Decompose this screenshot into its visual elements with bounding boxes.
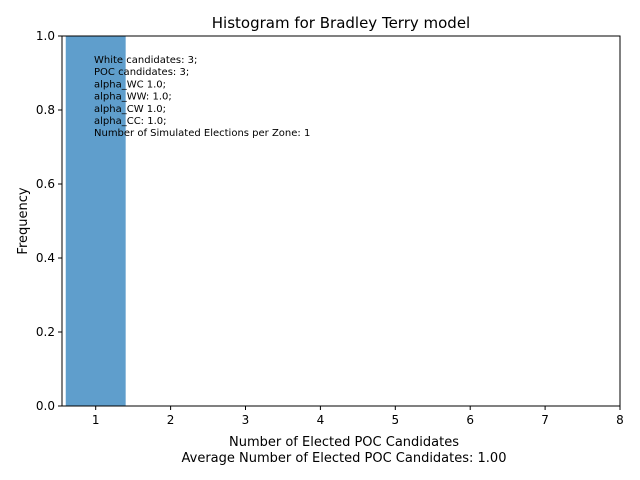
annotation-line: alpha_WW: 1.0; bbox=[94, 92, 172, 103]
x-tick-label: 1 bbox=[92, 413, 100, 427]
annotation-line: Number of Simulated Elections per Zone: … bbox=[94, 128, 310, 139]
x-axis-sublabel: Average Number of Elected POC Candidates… bbox=[182, 451, 507, 466]
annotation-line: alpha_WC 1.0; bbox=[94, 79, 166, 90]
annotation-line: alpha_CC: 1.0; bbox=[94, 116, 167, 127]
chart-title: Histogram for Bradley Terry model bbox=[212, 14, 470, 32]
annotation-line: White candidates: 3; bbox=[94, 55, 197, 66]
histogram-bar-0 bbox=[65, 36, 126, 406]
y-tick-label: 0.6 bbox=[36, 177, 55, 191]
x-tick-label: 4 bbox=[317, 413, 325, 427]
x-axis-label: Number of Elected POC Candidates bbox=[229, 435, 459, 450]
x-tick-label: 2 bbox=[167, 413, 175, 427]
x-axis-ticks: 1 2 3 4 5 6 7 8 bbox=[92, 406, 624, 427]
annotation-line: POC candidates: 3; bbox=[94, 67, 189, 78]
y-tick-label: 0.4 bbox=[36, 251, 55, 265]
x-tick-label: 5 bbox=[391, 413, 399, 427]
y-tick-label: 0.8 bbox=[36, 103, 55, 117]
x-tick-label: 3 bbox=[242, 413, 250, 427]
x-tick-label: 8 bbox=[616, 413, 624, 427]
x-tick-label: 6 bbox=[466, 413, 474, 427]
y-tick-label: 0.0 bbox=[36, 399, 55, 413]
bars-group bbox=[65, 36, 126, 406]
y-axis-ticks: 0.0 0.2 0.4 0.6 0.8 1.0 bbox=[36, 29, 62, 413]
y-tick-label: 0.2 bbox=[36, 325, 55, 339]
y-tick-label: 1.0 bbox=[36, 29, 55, 43]
parameter-annotation: White candidates: 3; POC candidates: 3; al… bbox=[94, 55, 310, 139]
y-axis-label: Frequency bbox=[16, 187, 31, 254]
x-tick-label: 7 bbox=[541, 413, 549, 427]
plot-frame bbox=[61, 35, 621, 407]
annotation-line: alpha_CW 1.0; bbox=[94, 104, 166, 115]
